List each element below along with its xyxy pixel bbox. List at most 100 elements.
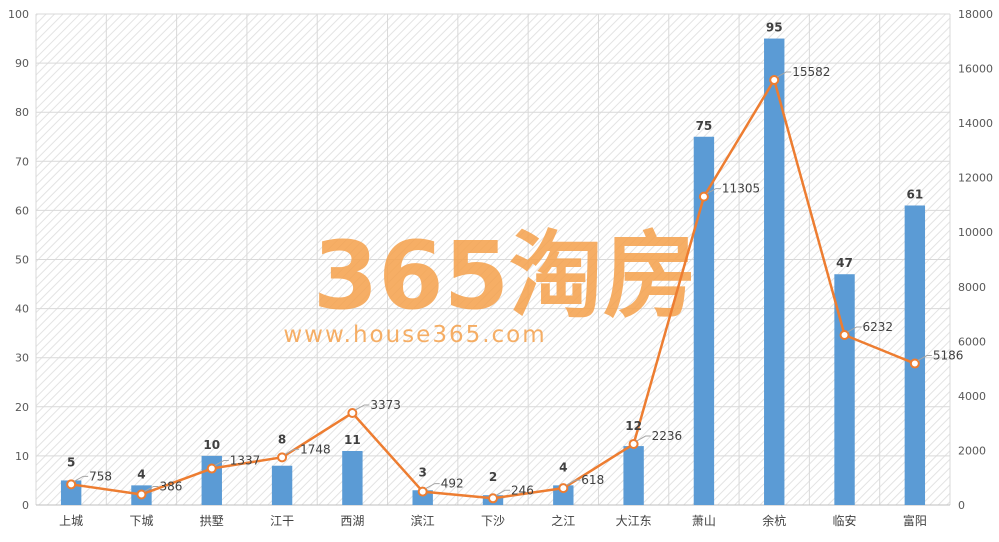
- line-data-label: 3373: [370, 398, 401, 412]
- x-tick-label: 萧山: [692, 514, 716, 528]
- y-right-tick-label: 12000: [958, 172, 993, 185]
- line-data-label: 492: [441, 477, 464, 491]
- bar-data-label: 11: [344, 433, 361, 447]
- line-point: [839, 330, 850, 341]
- leader-line: [144, 485, 159, 492]
- x-tick-label: 江干: [270, 514, 294, 528]
- bar-data-label: 8: [278, 432, 286, 446]
- line-point: [206, 463, 217, 474]
- data-labels: 5 4 10 8 11 3 2 4 12 75 95 47 61 758 386 1337 1748 3373 49…: [67, 21, 963, 498]
- y-left-tick-label: 10: [15, 450, 29, 463]
- gridlines: [35, 13, 951, 506]
- bar: [764, 38, 785, 506]
- y-left-tick-label: 40: [15, 303, 29, 316]
- x-tick-label: 富阳: [903, 513, 927, 528]
- bar: [693, 136, 715, 505]
- line-data-label: 2236: [652, 429, 683, 443]
- bar-data-label: 2: [489, 470, 497, 484]
- y-right-tick-label: 2000: [958, 444, 986, 457]
- y-right-tick-label: 10000: [958, 226, 993, 239]
- y-left-tick-label: 100: [8, 8, 29, 21]
- line-point: [136, 489, 147, 500]
- leader-line: [706, 188, 721, 195]
- bar-data-label: 95: [766, 21, 783, 35]
- x-tick-label: 上城: [59, 514, 83, 528]
- y-left-tick-label: 70: [15, 155, 29, 168]
- line-point: [347, 407, 358, 418]
- leader-line: [495, 489, 510, 496]
- watermark-logo: 365淘房: [313, 222, 697, 331]
- y-right-tick-label: 16000: [958, 63, 993, 76]
- leader-line: [284, 448, 300, 455]
- y-right-tick-label: 8000: [958, 281, 986, 294]
- line-data-label: 6232: [863, 320, 894, 334]
- leader-line: [355, 404, 370, 411]
- line-point: [488, 493, 498, 504]
- axes: 0 10 20 30 40 50 60 70 80 90 100 0 2000 4000 6000 8000 1…: [8, 8, 993, 528]
- y-left-tick-label: 80: [15, 106, 29, 119]
- bar-data-label: 12: [625, 419, 642, 433]
- leader-line: [425, 483, 440, 490]
- y-right-tick-label: 14000: [958, 117, 993, 130]
- bar-data-label: 75: [696, 119, 713, 133]
- bar: [412, 490, 433, 505]
- y-left-tick-label: 30: [15, 352, 29, 365]
- line-point: [558, 483, 569, 494]
- watermark-url: www.house365.com: [283, 322, 546, 348]
- line-data-label: 246: [511, 483, 534, 497]
- leader-line: [636, 435, 651, 442]
- x-tick-label: 拱墅: [200, 514, 224, 528]
- bar-data-label: 61: [906, 187, 923, 201]
- leader-line: [73, 475, 89, 482]
- y-left-tick-label: 50: [15, 254, 29, 267]
- x-tick-label: 大江东: [616, 514, 652, 528]
- x-tick-label: 临安: [833, 513, 857, 528]
- bar-data-label: 4: [137, 467, 145, 481]
- bar-data-label: 3: [419, 465, 427, 479]
- x-tick-label: 滨江: [411, 513, 435, 528]
- leader-line: [917, 355, 932, 361]
- x-tick-label: 余杭: [762, 513, 786, 528]
- line-point: [417, 486, 428, 497]
- y-right-tick-label: 6000: [958, 335, 986, 348]
- bar: [271, 465, 293, 505]
- line-data-label: 1748: [300, 442, 331, 456]
- bar: [623, 446, 644, 505]
- bar: [60, 480, 82, 505]
- x-tick-label: 下城: [129, 514, 153, 528]
- line-data-label: 618: [581, 473, 604, 487]
- bar: [834, 274, 855, 505]
- bar-data-label: 5: [67, 455, 75, 469]
- y-right-tick-label: 4000: [958, 390, 986, 403]
- y-left-tick-label: 0: [22, 499, 29, 512]
- line-data-label: 386: [159, 479, 182, 493]
- y-left-tick-label: 60: [15, 204, 29, 217]
- leader-line: [776, 71, 792, 78]
- line-point: [769, 74, 780, 85]
- y-left-tick-label: 90: [15, 57, 29, 70]
- y-right-tick-label: 18000: [958, 8, 993, 21]
- bar-data-label: 4: [559, 460, 567, 474]
- leader-line: [214, 460, 229, 466]
- line-point: [277, 452, 288, 463]
- leader-line: [847, 326, 862, 333]
- bar-data-label: 10: [203, 438, 220, 452]
- line-point: [698, 191, 709, 202]
- bar-data-label: 47: [836, 256, 853, 270]
- line-data-label: 11305: [722, 182, 760, 196]
- line-point: [628, 439, 639, 450]
- line-data-label: 758: [89, 469, 112, 483]
- x-tick-label: 下沙: [481, 514, 505, 528]
- y-right-tick-label: 0: [958, 499, 965, 512]
- bar-series: [60, 38, 926, 506]
- bar: [904, 205, 926, 506]
- bar: [342, 450, 363, 505]
- leader-line: [566, 479, 581, 486]
- line-series: [66, 74, 920, 504]
- line-data-label: 15582: [792, 65, 830, 79]
- line-data-label: 1337: [230, 454, 261, 468]
- bar: [553, 485, 574, 505]
- line-data-label: 5186: [933, 349, 964, 363]
- x-tick-label: 西湖: [340, 513, 364, 528]
